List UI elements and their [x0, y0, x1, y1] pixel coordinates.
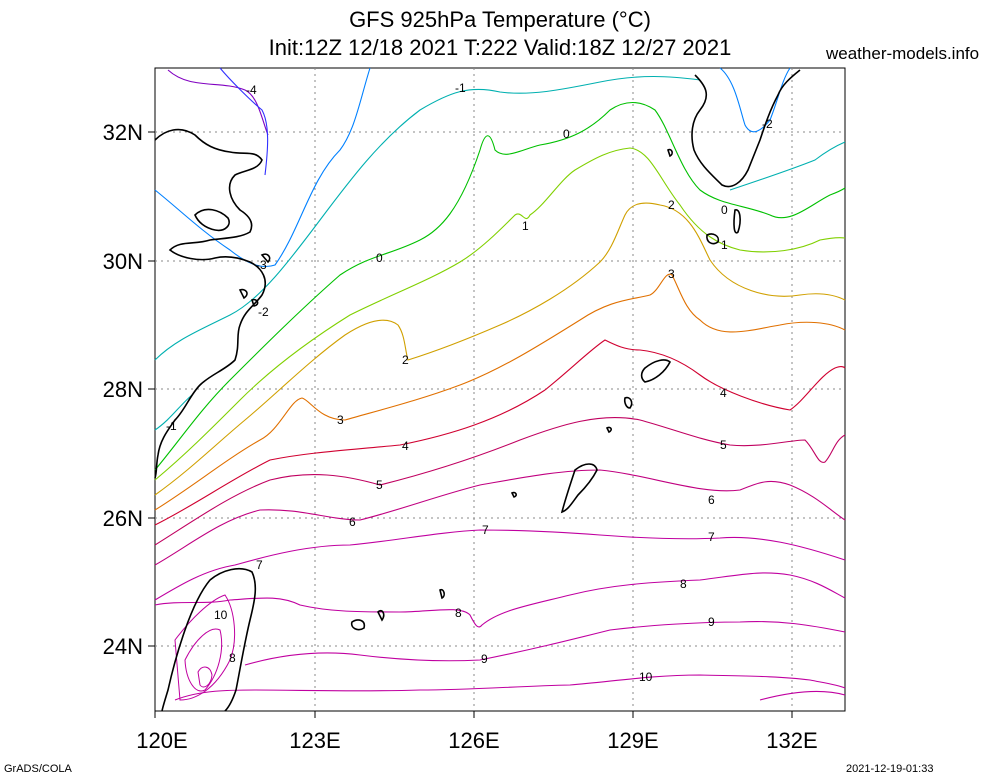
yangtze-estuary — [194, 208, 230, 232]
label-5-a: 5 — [376, 478, 383, 492]
label-3-b: 3 — [668, 267, 675, 281]
label-2-a: 2 — [402, 353, 409, 367]
label-1-a: 1 — [522, 219, 529, 233]
label-6-a: 6 — [349, 515, 356, 529]
map-subtitle: Init:12Z 12/18 2021 T:222 Valid:18Z 12/2… — [268, 35, 732, 60]
tanegashima — [733, 209, 741, 234]
isotherm-3 — [154, 273, 846, 511]
lon-label-132e: 132E — [766, 728, 817, 753]
label-6-b: 6 — [708, 493, 715, 507]
label-minus2-a: -2 — [258, 305, 269, 319]
isotherm-6 — [154, 469, 846, 566]
isotherm-minus1-east — [729, 141, 846, 191]
label-7-a: 7 — [482, 523, 489, 537]
site-credit: weather-models.info — [826, 44, 980, 63]
lon-label-129e: 129E — [607, 728, 658, 753]
isotherm-minus2-east — [719, 67, 791, 133]
label-8-b: 8 — [680, 577, 687, 591]
label-7-c: 7 — [256, 558, 263, 572]
coastlines — [154, 69, 801, 712]
label-0-a: 0 — [563, 127, 570, 141]
label-8-c: 8 — [229, 651, 236, 665]
label-minus1-a: -1 — [455, 81, 466, 95]
yakushima — [706, 233, 720, 245]
ishigaki-island — [350, 609, 385, 631]
small-island-1 — [623, 396, 633, 409]
small-island-2 — [605, 426, 612, 434]
isotherm-minus4 — [167, 69, 269, 136]
isotherm-1 — [154, 147, 846, 481]
label-minus4-a: -4 — [246, 83, 257, 97]
small-island-4 — [667, 148, 673, 158]
map-title: GFS 925hPa Temperature (°C) — [349, 7, 651, 32]
isotherm-5 — [154, 417, 846, 546]
label-3-a: 3 — [337, 413, 344, 427]
lon-label-123e: 123E — [289, 728, 340, 753]
label-minus1-b: -1 — [166, 419, 177, 433]
isotherm-0 — [154, 101, 846, 471]
isotherm-10 — [174, 674, 846, 701]
isotherm-minus2 — [154, 67, 371, 268]
label-8-a: 8 — [455, 606, 462, 620]
lat-label-32n: 32N — [103, 120, 143, 145]
label-4-a: 4 — [402, 439, 409, 453]
taiwan-coast — [161, 568, 257, 712]
label-0-b: 0 — [376, 251, 383, 265]
footer-timestamp: 2021-12-19-01:33 — [846, 763, 934, 775]
kyushu-coast — [691, 69, 801, 188]
label-minus3-a: -3 — [256, 258, 267, 272]
label-minus2-b: -2 — [762, 117, 773, 131]
label-9-a: 9 — [481, 652, 488, 666]
grid-lines — [155, 68, 845, 711]
isotherm-minus1-south — [154, 394, 193, 431]
miyako-island — [439, 588, 445, 600]
label-7-b: 7 — [708, 530, 715, 544]
label-9-b: 9 — [708, 615, 715, 629]
label-1-b: 1 — [721, 238, 728, 252]
label-2-b: 2 — [668, 198, 675, 212]
isotherm-minus1 — [154, 75, 701, 361]
isotherm-9 — [244, 621, 846, 666]
label-4-b: 4 — [720, 386, 727, 400]
okinawa-island — [560, 463, 598, 514]
axis-ticks — [148, 131, 793, 718]
lat-label-26n: 26N — [103, 506, 143, 531]
zhoushan-islands — [238, 253, 271, 307]
lon-label-126e: 126E — [448, 728, 499, 753]
isotherms — [154, 67, 846, 701]
footer-software: GrADS/COLA — [4, 763, 72, 775]
lon-label-120e: 120E — [136, 728, 187, 753]
isotherm-10-east — [759, 690, 846, 701]
lat-label-24n: 24N — [103, 634, 143, 659]
small-island-3 — [510, 491, 517, 498]
lat-label-28n: 28N — [103, 377, 143, 402]
isotherm-8 — [154, 572, 846, 628]
lat-label-30n: 30N — [103, 249, 143, 274]
taiwan-isotherms — [174, 594, 235, 701]
isotherm-minus3 — [219, 67, 269, 176]
isotherm-4 — [154, 339, 846, 526]
isotherm-7 — [154, 529, 846, 601]
label-0-c: 0 — [721, 203, 728, 217]
label-5-b: 5 — [720, 438, 727, 452]
label-10-a: 10 — [639, 670, 653, 684]
china-coast — [154, 128, 266, 479]
amami-island — [640, 359, 672, 383]
contour-labels: -4 -3 -2 -2 -1 -1 0 0 0 1 1 2 2 3 3 4 4 … — [166, 81, 773, 684]
label-10-b: 10 — [214, 608, 228, 622]
isotherm-2 — [154, 202, 846, 496]
